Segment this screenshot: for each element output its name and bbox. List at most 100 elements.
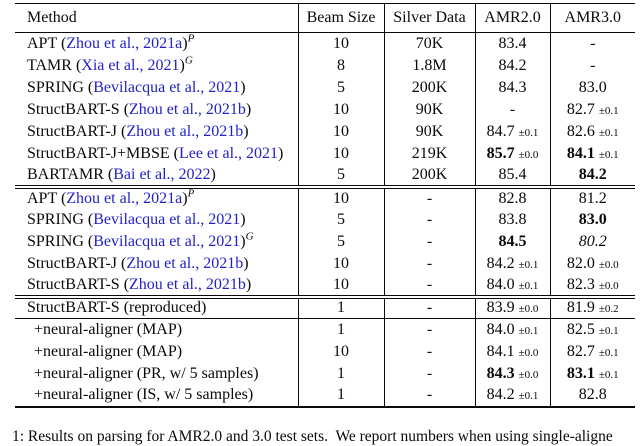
silver-data-cell: -	[383, 296, 475, 319]
method-name: StructBART-S (reproduced)	[27, 299, 207, 317]
cell-value: -	[426, 386, 433, 403]
table-row: StructBART-S (reproduced) 1-83.9 ±0.0 81.9…	[15, 296, 635, 319]
cell-value: 1	[337, 386, 345, 403]
citation-link[interactable]: Zhou et al., 2021a	[66, 34, 183, 52]
method-name-suffix: )	[182, 34, 188, 52]
citation-link[interactable]: Zhou et al., 2021a	[66, 189, 183, 207]
score-value: 83.0	[578, 78, 607, 96]
cell-value: -	[426, 275, 433, 293]
silver-data-cell: -	[383, 384, 475, 408]
method-superscript: P	[187, 187, 195, 200]
amr3-score-cell: 82.5 ±0.1	[549, 318, 635, 341]
score-value: 82.5	[566, 320, 595, 338]
score-value: 83.1	[566, 364, 595, 382]
beam-size-cell: 10	[297, 120, 384, 143]
amr2-score-cell: -	[474, 98, 550, 121]
score-value: 84.1	[486, 342, 515, 360]
amr2-score-cell: 83.9 ±0.0	[474, 296, 550, 319]
silver-data-cell: -	[383, 252, 475, 275]
amr2-score-cell: 84.2 ±0.1	[474, 384, 550, 408]
cell-value: 10	[333, 100, 349, 118]
beam-size-cell: 1	[297, 318, 384, 341]
silver-data-cell: -	[383, 186, 475, 209]
score-value: 84.2	[486, 386, 515, 403]
method-cell: StructBART-S (Zhou et al., 2021b)	[15, 99, 298, 121]
score-value: 82.0	[566, 254, 595, 272]
score-value: 81.2	[578, 189, 607, 207]
method-name: APT (	[27, 34, 67, 52]
beam-size-cell: 10	[297, 274, 384, 299]
beam-size-cell: 1	[297, 296, 384, 319]
cell-value: 70K	[415, 34, 444, 52]
method-cell: BARTAMR (Bai et al., 2022)	[15, 164, 298, 189]
table-row: StructBART-J (Zhou et al., 2021b) 10 90K 84…	[15, 120, 635, 143]
amr3-score-cell: 83.0	[549, 208, 635, 231]
method-cell: SPRING (Bevilacqua et al., 2021)	[15, 77, 298, 99]
table-row: SPRING (Bevilacqua et al., 2021) 5 - 83.8 83…	[15, 208, 635, 231]
method-name: +neural-aligner (MAP)	[34, 342, 183, 360]
cell-value: -	[426, 210, 433, 228]
method-name: StructBART-J+MBSE (	[27, 144, 179, 162]
amr3-score-cell: 80.2	[549, 230, 635, 253]
method-cell: APT (Zhou et al., 2021a)P	[15, 187, 298, 209]
score-value: 84.2	[498, 56, 527, 74]
beam-size-cell: 1	[297, 362, 384, 385]
score-stddev: ±0.1	[518, 279, 539, 292]
cell-value: 90K	[415, 122, 444, 140]
score-value: 82.8	[578, 386, 607, 403]
silver-data-cell: -	[383, 230, 475, 253]
beam-size-cell: 5	[297, 230, 384, 253]
score-value: 83.4	[498, 34, 527, 52]
method-name: StructBART-S (	[27, 275, 130, 293]
citation-link[interactable]: Xia et al., 2021	[81, 56, 180, 74]
score-stddev: ±0.1	[598, 148, 619, 161]
method-name: StructBART-J (	[27, 254, 127, 272]
cell-value: -	[426, 364, 433, 382]
amr2-score-cell: 82.8	[474, 186, 550, 209]
citation-link[interactable]: Bevilacqua et al., 2021	[93, 232, 241, 250]
amr3-score-cell: 81.9 ±0.2	[549, 296, 635, 319]
amr2-score-cell: 85.7 ±0.0	[474, 142, 550, 165]
citation-link[interactable]: Zhou et al., 2021b	[126, 122, 244, 140]
amr2-score-cell: 84.2 ±0.1	[474, 252, 550, 275]
method-cell: StructBART-J+MBSE (Lee et al., 2021)	[15, 143, 298, 165]
method-name: +neural-aligner (MAP)	[34, 320, 183, 338]
amr2-score-cell: 84.0 ±0.1	[474, 318, 550, 341]
score-stddev: ±0.1	[518, 390, 539, 402]
cell-value: 10	[333, 342, 349, 360]
method-name: SPRING (	[27, 232, 94, 250]
score-value: 85.4	[498, 165, 527, 183]
score-value: 84.5	[498, 232, 527, 250]
table-section-3: StructBART-S (reproduced) 1-83.9 ±0.0 81.9…	[15, 296, 635, 408]
amr3-score-cell: 83.1 ±0.1	[549, 362, 635, 385]
silver-data-cell: 70K	[383, 32, 475, 55]
method-cell: +neural-aligner (PR, w/ 5 samples)	[15, 363, 298, 385]
citation-link[interactable]: Bevilacqua et al., 2021	[93, 78, 241, 96]
method-name: StructBART-S (	[27, 100, 130, 118]
citation-link[interactable]: Zhou et al., 2021b	[129, 275, 246, 293]
silver-data-cell: 90K	[383, 98, 475, 121]
score-stddev: ±0.0	[518, 148, 539, 161]
beam-size-cell: 10	[297, 98, 384, 121]
amr2-score-cell: 83.8	[474, 208, 550, 231]
amr3-score-cell: 84.2	[549, 164, 635, 189]
method-name: BARTAMR (	[27, 165, 114, 183]
cell-value: 10	[333, 122, 349, 140]
col-header-amr2: AMR2.0	[474, 3, 550, 33]
method-cell: SPRING (Bevilacqua et al., 2021)G	[15, 231, 298, 253]
beam-size-cell: 10	[297, 142, 384, 165]
citation-link[interactable]: Bevilacqua et al., 2021	[93, 210, 241, 228]
score-value: 82.8	[498, 189, 527, 207]
score-value: 82.3	[566, 275, 595, 293]
table-row: +neural-aligner (IS, w/ 5 samples) 1 - 84.2…	[15, 384, 635, 408]
citation-link[interactable]: Zhou et al., 2021b	[126, 254, 244, 272]
citation-link[interactable]: Lee et al., 2021	[178, 144, 279, 162]
silver-data-cell: 1.8M	[383, 54, 475, 77]
citation-link[interactable]: Zhou et al., 2021b	[129, 100, 246, 118]
score-value: 84.3	[498, 78, 527, 96]
method-name-suffix: )	[240, 78, 246, 96]
results-table-container: Method Beam Size Silver Data AMR2.0 AMR3.0 A…	[15, 3, 635, 408]
score-value: -	[590, 56, 596, 74]
cell-value: 5	[337, 78, 345, 96]
citation-link[interactable]: Bai et al., 2022	[113, 165, 211, 183]
